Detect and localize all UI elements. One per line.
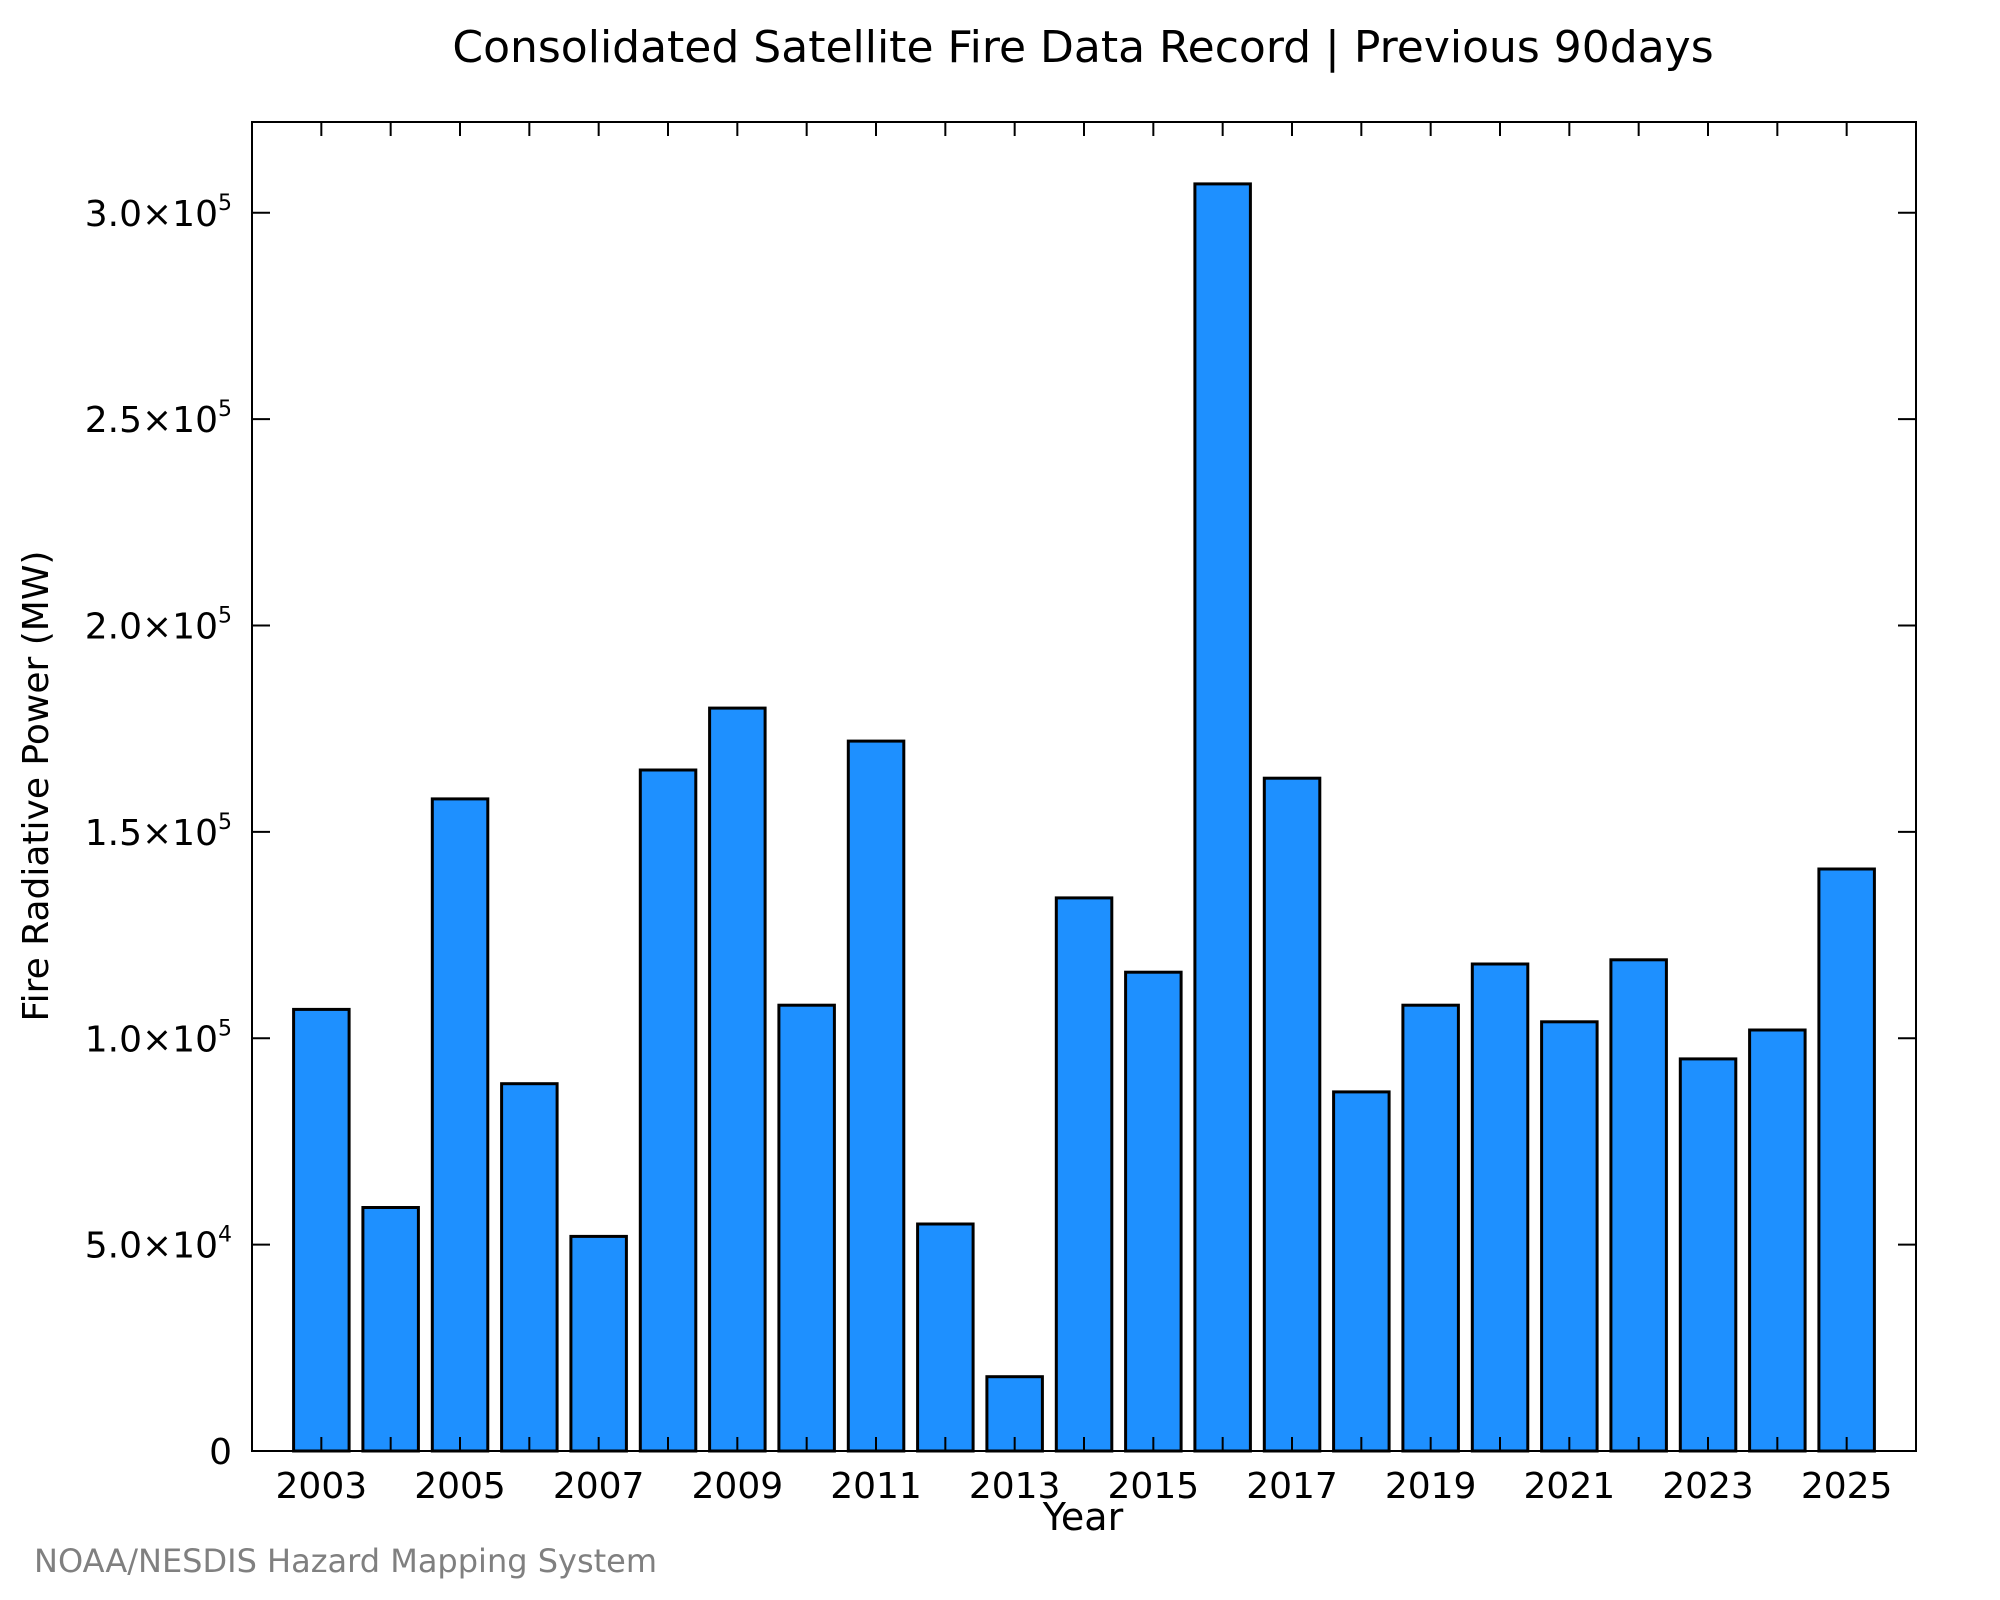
- bar-2008: [638, 768, 698, 1453]
- x-tick-label-2023: 2023: [1662, 1466, 1754, 1507]
- x-tick-label-2015: 2015: [1108, 1466, 1200, 1507]
- x-tick-label-2019: 2019: [1385, 1466, 1477, 1507]
- x-tick-label-2011: 2011: [830, 1466, 922, 1507]
- x-tick-labels: 2003 2005 2007 2009 2011 2013 2015 2017 2019 2021…: [276, 1466, 1893, 1507]
- bar-2005: [430, 797, 490, 1453]
- chart-title: Consolidated Satellite Fire Data Record …: [452, 22, 1713, 73]
- bar-2006: [500, 1082, 559, 1453]
- y-axis-label: Fire Radiative Power (MW): [16, 551, 57, 1022]
- x-tick-label-2025: 2025: [1801, 1466, 1893, 1507]
- bar-2021: [1540, 1020, 1599, 1453]
- credit-text: NOAA/NESDIS Hazard Mapping System: [34, 1542, 657, 1580]
- y-tick-label: 0: [209, 1432, 232, 1473]
- y-tick-label: 2.0×105: [85, 604, 232, 648]
- bar-2011: [846, 739, 906, 1453]
- x-tick-label-2005: 2005: [414, 1466, 506, 1507]
- x-tick-label-2007: 2007: [553, 1466, 645, 1507]
- y-tick-label: 1.0×105: [85, 1016, 232, 1060]
- bar-2015: [1124, 970, 1183, 1453]
- bar-2025: [1817, 867, 1876, 1453]
- bar-2007: [569, 1234, 628, 1453]
- bar-2022: [1609, 958, 1668, 1453]
- bar-2023: [1678, 1057, 1738, 1453]
- x-tick-label-2021: 2021: [1524, 1466, 1616, 1507]
- bar-2003: [292, 1007, 351, 1453]
- x-tick-label-2017: 2017: [1246, 1466, 1338, 1507]
- bar-2018: [1332, 1090, 1391, 1453]
- y-tick-label: 2.5×105: [85, 397, 232, 441]
- bars-group: [292, 182, 1876, 1453]
- x-axis-label: Year: [1042, 1495, 1124, 1539]
- x-tick-label-2009: 2009: [692, 1466, 784, 1507]
- bar-2017: [1262, 776, 1322, 1453]
- bar-2014: [1054, 896, 1114, 1453]
- bar-2019: [1401, 1003, 1460, 1453]
- bar-2024: [1748, 1028, 1807, 1453]
- bar-2004: [361, 1206, 420, 1453]
- bar-2020: [1470, 962, 1530, 1453]
- y-tick-label: 1.5×105: [85, 810, 232, 854]
- bar-2009: [708, 706, 767, 1453]
- y-tick-labels: 0 5.0×104 1.0×105 1.5×105 2.0×105 2.5×105 3.0×…: [85, 191, 232, 1473]
- ticks-group: [252, 122, 1916, 1452]
- y-tick-label: 5.0×104: [85, 1223, 232, 1267]
- x-tick-label-2013: 2013: [969, 1466, 1061, 1507]
- y-tick-label: 3.0×105: [85, 191, 232, 235]
- bar-2016: [1193, 182, 1252, 1453]
- bar-2010: [777, 1003, 836, 1453]
- bar-2012: [916, 1222, 975, 1453]
- x-tick-label-2003: 2003: [276, 1466, 368, 1507]
